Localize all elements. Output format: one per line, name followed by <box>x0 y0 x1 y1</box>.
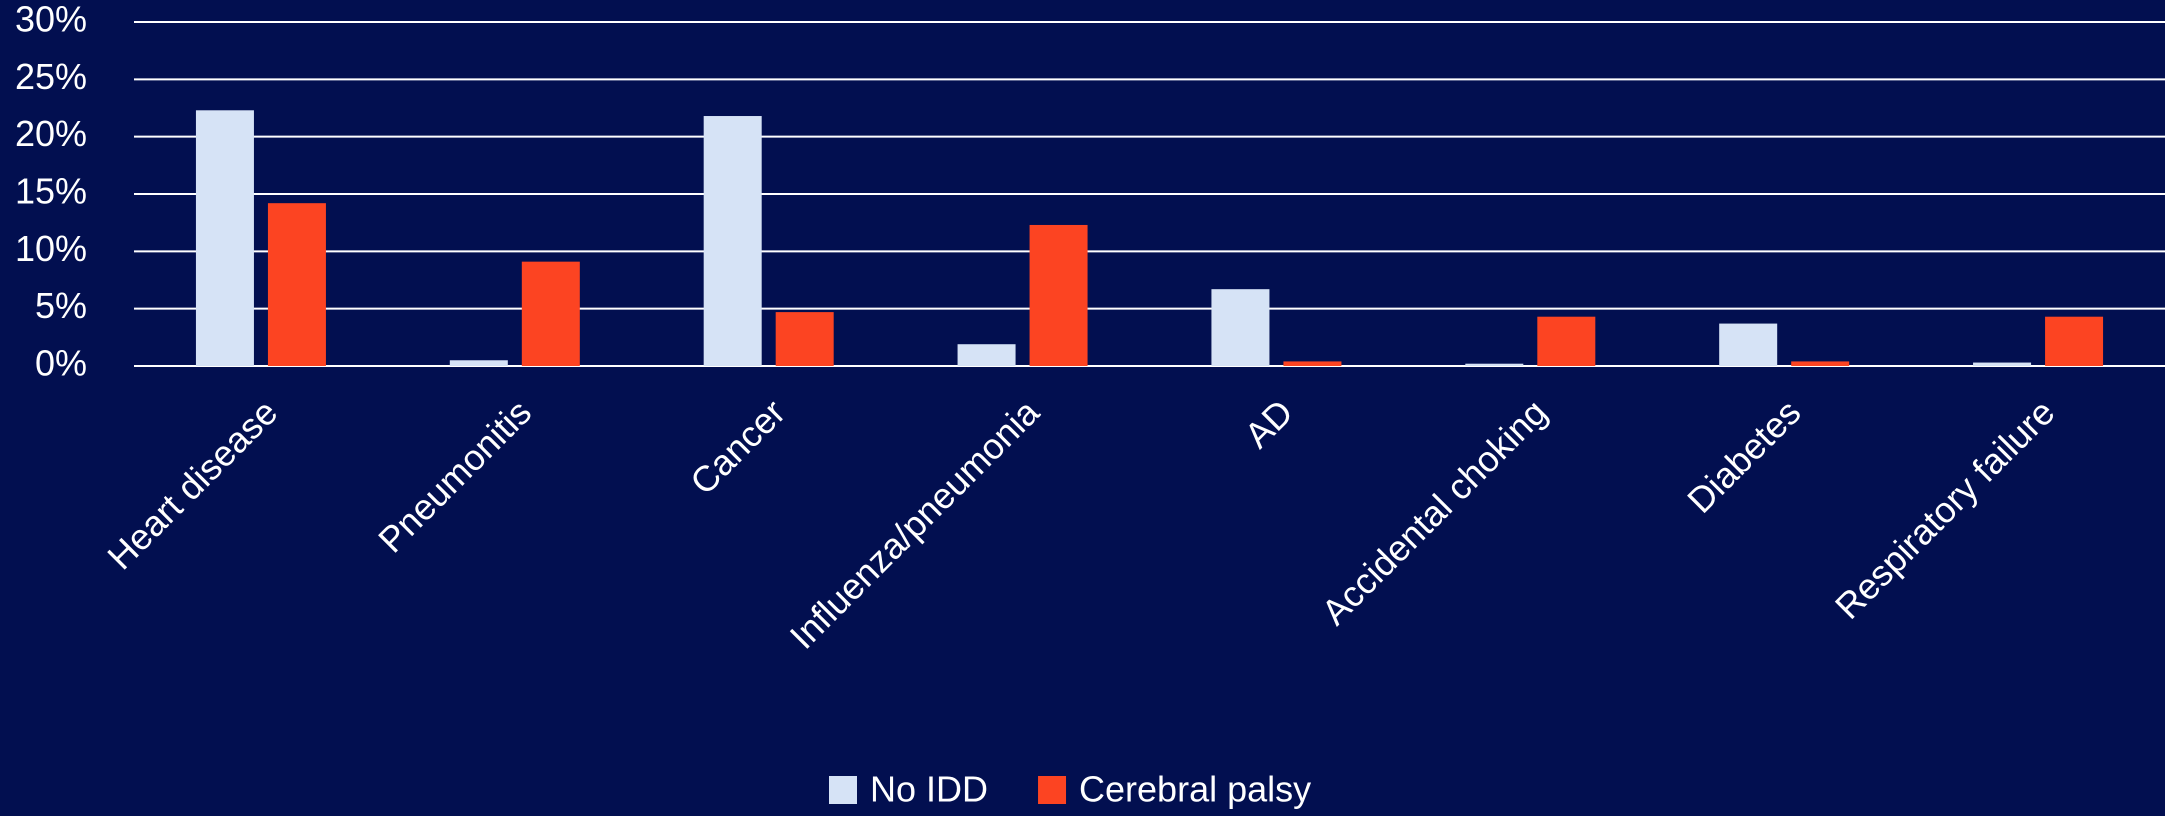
bar <box>2045 316 2104 366</box>
y-tick-label: 20% <box>15 113 87 154</box>
bar <box>1465 363 1524 366</box>
y-tick-label: 10% <box>15 228 87 269</box>
legend-label: No IDD <box>870 769 988 810</box>
bar <box>775 312 834 366</box>
legend-label: Cerebral palsy <box>1079 769 1311 810</box>
bar <box>1791 361 1850 366</box>
bar <box>957 344 1016 366</box>
bar <box>521 261 580 366</box>
bar <box>1537 316 1596 366</box>
y-tick-label: 25% <box>15 56 87 97</box>
bar <box>1029 224 1088 366</box>
bar <box>1973 362 2032 366</box>
bar <box>1719 323 1778 366</box>
y-tick-label: 30% <box>15 0 87 40</box>
bar <box>1283 361 1342 366</box>
legend-swatch <box>829 776 857 804</box>
bar <box>1211 289 1270 366</box>
y-tick-label: 0% <box>35 343 87 384</box>
bar <box>195 110 254 366</box>
y-tick-label: 5% <box>35 285 87 326</box>
bar <box>267 203 326 366</box>
y-tick-label: 15% <box>15 171 87 212</box>
legend-swatch <box>1038 776 1067 804</box>
bar <box>703 116 762 366</box>
bar <box>449 360 508 366</box>
